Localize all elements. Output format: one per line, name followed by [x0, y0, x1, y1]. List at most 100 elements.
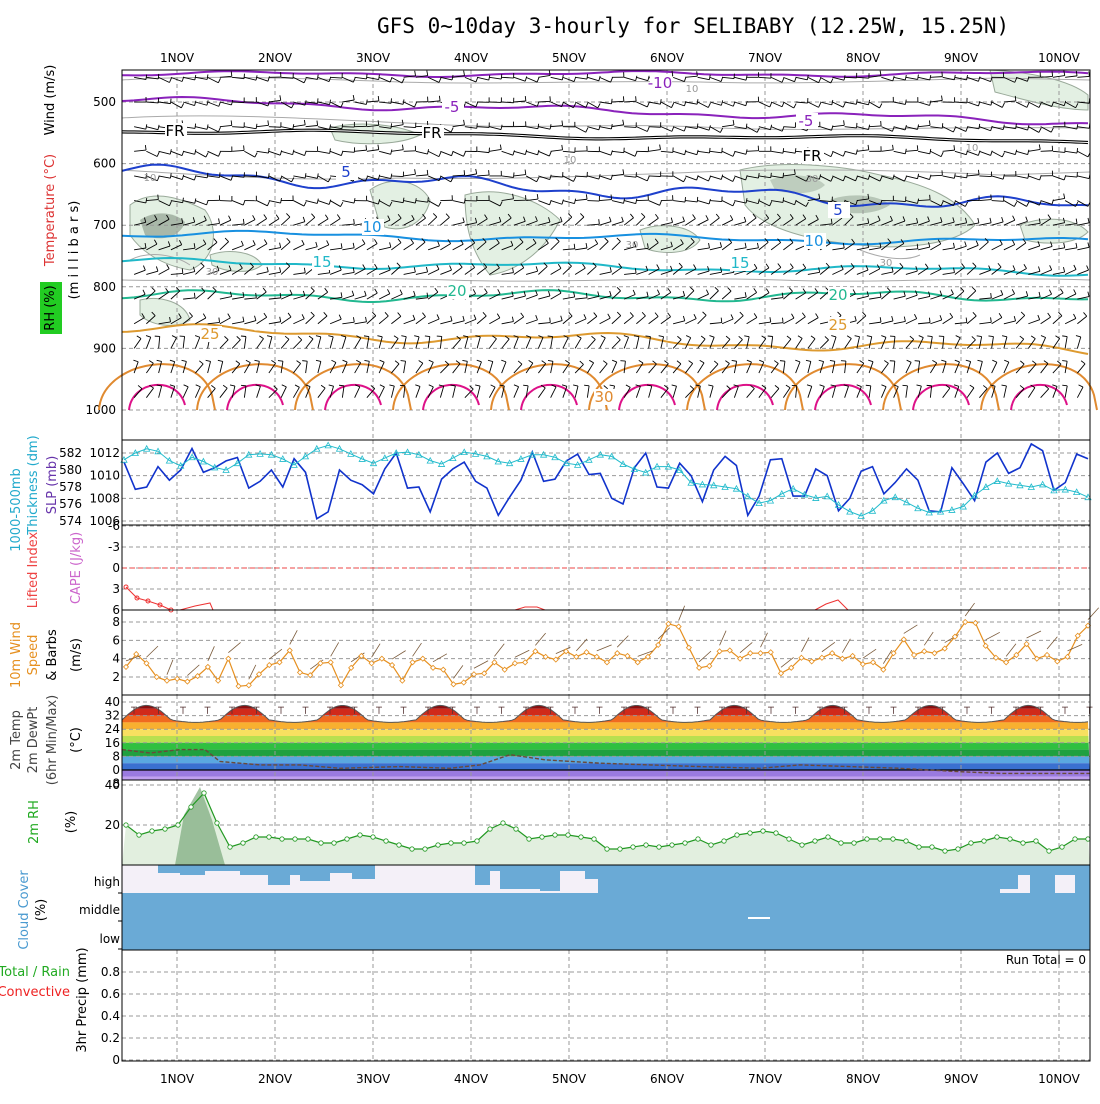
bottom-day-label: 3NOV: [356, 1072, 391, 1086]
rh-point: [618, 847, 622, 851]
wind-barb-feather: [378, 96, 379, 101]
figure-title: GFS 0~10day 3-hourly for SELIBABY (12.25…: [377, 14, 1009, 38]
wind-barb-feather: [991, 293, 992, 298]
lifted-index-axis-label: Lifted Index: [26, 531, 41, 608]
wind-barb-feather: [917, 145, 918, 150]
rh-point: [644, 843, 648, 847]
temp-color-band: [122, 729, 1090, 736]
rh-tick: 20: [105, 818, 120, 832]
precip-tick: 0.8: [101, 965, 120, 979]
rh-point: [462, 841, 466, 845]
rh-point: [527, 837, 531, 841]
thickness-tick: 576: [59, 497, 82, 511]
wind-axis-label: Wind (m/s): [43, 65, 58, 136]
top-day-label: 2NOV: [258, 51, 293, 65]
rh-point: [891, 837, 895, 841]
wind-barb-feather: [697, 124, 698, 129]
wind-barb-feather: [231, 71, 232, 76]
precip-tick: 0.4: [101, 1009, 120, 1023]
contour-label: 25: [200, 325, 219, 343]
contour-label: -5: [799, 112, 814, 130]
rh-point: [332, 841, 336, 845]
wind-barb-feather: [1052, 71, 1053, 76]
wind-barb-feather: [354, 219, 355, 224]
rh-contour-label: 30: [626, 240, 639, 251]
cloud-level-label: middle: [79, 903, 120, 917]
rh-point: [683, 841, 687, 845]
wind-barb-feather: [783, 173, 784, 178]
rh-point: [904, 839, 908, 843]
rh-axis-label: RH (%): [43, 285, 58, 330]
bottom-day-label: 2NOV: [258, 1072, 293, 1086]
wind-barb-feather: [525, 96, 526, 101]
rh-contour-label: 30: [206, 267, 219, 278]
rh-point: [787, 837, 791, 841]
thickness-tick: 578: [59, 480, 82, 494]
thickness-tick: 580: [59, 463, 82, 477]
bottom-day-label: 4NOV: [454, 1072, 489, 1086]
slp-tick: 1008: [89, 491, 120, 505]
rh-point: [579, 835, 583, 839]
temp-color-band: [122, 743, 1090, 750]
rh-point: [592, 837, 596, 841]
precip-tick: 0.2: [101, 1031, 120, 1045]
rh-point: [176, 823, 180, 827]
contour-label: -10: [648, 74, 673, 92]
wind-barb-feather: [866, 385, 871, 386]
contour-label: FR: [802, 147, 821, 165]
wind-barb-feather: [241, 385, 246, 386]
rh-point: [280, 837, 284, 841]
rh-point: [137, 833, 141, 837]
wind-barb-feather: [721, 318, 722, 323]
contour-label: FR: [422, 124, 441, 142]
li-tick: -3: [108, 540, 120, 554]
slp-axis-label: SLP (mb): [45, 456, 60, 515]
rh-point: [358, 833, 362, 837]
wind-barb-shaft: [930, 175, 942, 176]
thickness-axis-label: Thickness (dm): [26, 435, 41, 535]
rh-point: [189, 805, 193, 809]
rh-point: [345, 837, 349, 841]
wind-barb-feather: [195, 124, 196, 129]
rh-point: [488, 827, 492, 831]
rh-point: [969, 841, 973, 845]
temp-tick: 40: [105, 695, 120, 709]
pressure-level-label: 600: [93, 157, 116, 171]
thickness-tick: 582: [59, 446, 82, 460]
contour-label: 20: [447, 282, 466, 300]
cloud-axis-label: (%): [34, 899, 49, 922]
bottom-day-label: 6NOV: [650, 1072, 685, 1086]
wind-barb-feather: [278, 361, 283, 362]
rh-point: [124, 823, 128, 827]
wind-barb-feather: [171, 99, 172, 104]
contour-label: FR: [165, 122, 184, 140]
wind-barb-feather: [783, 148, 784, 153]
top-day-label: 1NOV: [160, 51, 195, 65]
wind-barb-shaft: [649, 127, 661, 128]
wind-barb-feather: [550, 318, 551, 323]
li-tick: 0: [112, 561, 120, 575]
rh-point: [150, 829, 154, 833]
precip-tick: 0: [112, 1053, 120, 1067]
pressure-level-label: 900: [93, 341, 116, 355]
temp-tick: 0: [112, 763, 120, 777]
wind10-axis-label: 10m Wind: [9, 622, 24, 688]
top-day-label: 4NOV: [454, 51, 489, 65]
temp-color-band: [122, 763, 1090, 770]
wind-barb-feather: [562, 121, 563, 126]
contour-label: 25: [828, 316, 847, 334]
wind-barb-feather: [427, 170, 428, 175]
rh-tick: 40: [105, 778, 120, 792]
rh-point: [1021, 841, 1025, 845]
rh2m-axis-label: (%): [64, 811, 79, 834]
run-total: Run Total = 0: [1006, 953, 1086, 967]
rh-point: [761, 829, 765, 833]
wind-barb-feather: [645, 336, 650, 337]
wind-barb-feather: [477, 123, 478, 128]
rh-point: [748, 831, 752, 835]
bottom-day-label: 7NOV: [748, 1072, 783, 1086]
rh-point: [800, 843, 804, 847]
wind-tick: 6: [112, 633, 120, 647]
